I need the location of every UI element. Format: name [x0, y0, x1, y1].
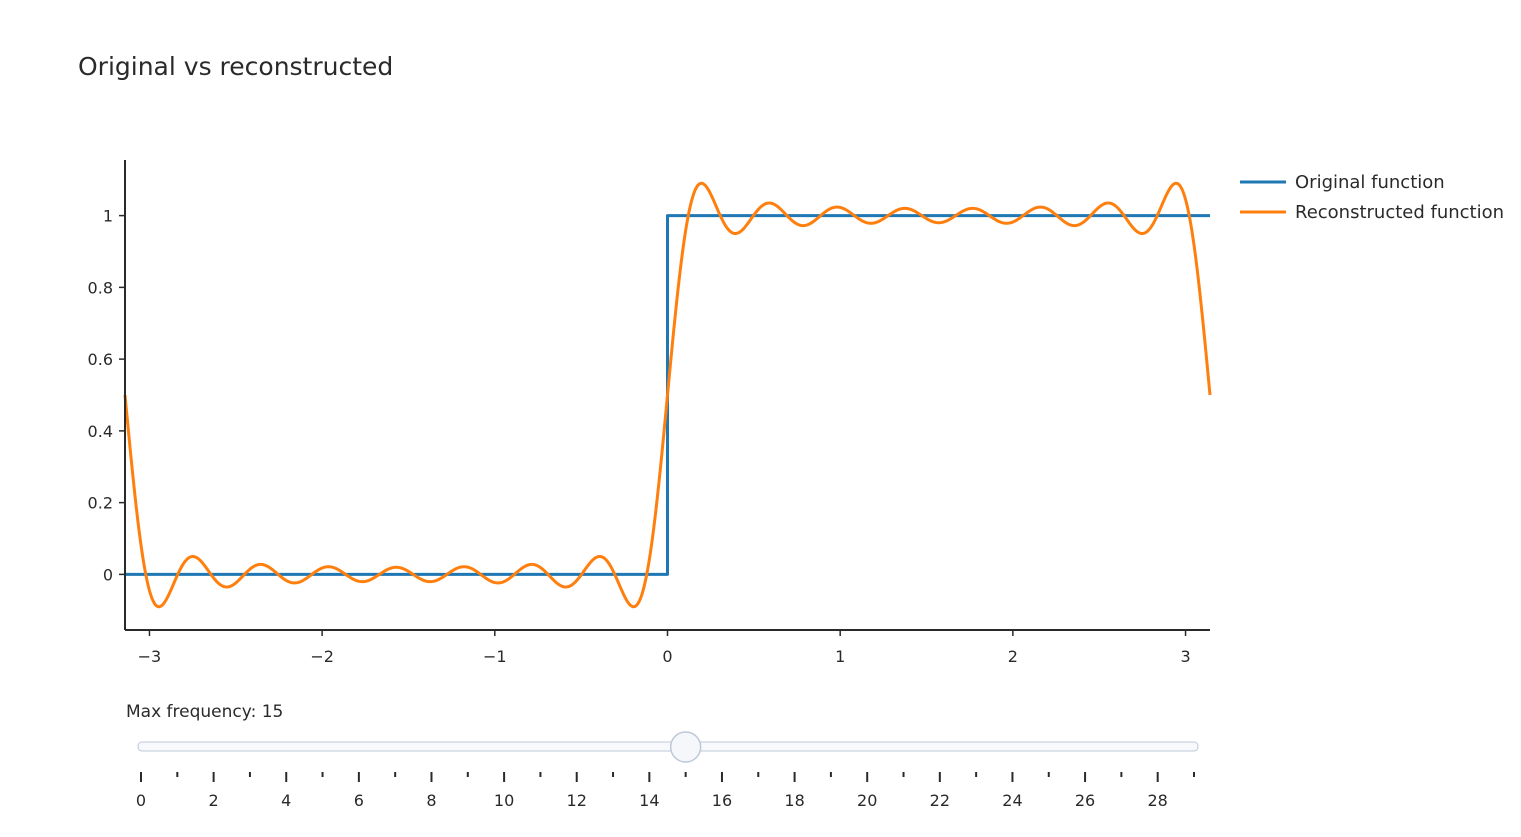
y-tick-label: 0.2 — [88, 494, 113, 513]
slider-tick-label: 28 — [1148, 791, 1168, 810]
slider-tick-label: 22 — [930, 791, 950, 810]
legend[interactable]: Original function Reconstructed function — [1240, 172, 1504, 223]
axes-layer: −3 −2 −1 0 1 2 3 0 0.2 0.4 0.6 0.8 1 — [88, 160, 1210, 666]
x-tick-label: −3 — [138, 647, 162, 666]
x-tick-label: 3 — [1180, 647, 1190, 666]
legend-item[interactable]: Original function — [1240, 172, 1445, 193]
slider-tick-label: 12 — [567, 791, 587, 810]
slider-tick-label: 18 — [784, 791, 804, 810]
slider-tick-label: 14 — [639, 791, 659, 810]
y-tick-label: 1 — [103, 207, 113, 226]
slider-tick-label: 10 — [494, 791, 514, 810]
y-tick-label: 0.4 — [88, 422, 113, 441]
legend-label: Original function — [1295, 172, 1445, 193]
slider-tick-label: 4 — [281, 791, 291, 810]
slider-tick-label: 6 — [354, 791, 364, 810]
series-line-reconstructed — [123, 181, 1212, 609]
x-tick-label: −1 — [483, 647, 507, 666]
legend-item[interactable]: Reconstructed function — [1240, 202, 1504, 223]
slider-tick-label: 8 — [426, 791, 436, 810]
y-tick-label: 0.6 — [88, 350, 113, 369]
slider-tick-label: 26 — [1075, 791, 1095, 810]
slider-tick-label: 24 — [1002, 791, 1022, 810]
y-tick-label: 0 — [103, 565, 113, 584]
legend-label: Reconstructed function — [1295, 202, 1504, 223]
max-frequency-slider[interactable]: Max frequency: 150 2 4 6 8 10 12 14 16 18 20 22 24 26… — [126, 702, 1199, 810]
slider-rail[interactable] — [137, 741, 1199, 752]
series-layer — [123, 181, 1212, 609]
x-tick-label: −2 — [310, 647, 334, 666]
slider-tick-label: 16 — [712, 791, 732, 810]
slider-tick-label: 2 — [209, 791, 219, 810]
slider-tick-label: 0 — [136, 791, 146, 810]
x-tick-label: 1 — [835, 647, 845, 666]
slider-tick-label: 20 — [857, 791, 877, 810]
x-tick-label: 0 — [662, 647, 672, 666]
slider-current-value-label: Max frequency: 15 — [126, 702, 283, 722]
slider-handle[interactable] — [669, 731, 702, 763]
y-tick-label: 0.8 — [88, 278, 113, 297]
chart-title: Original vs reconstructed — [78, 52, 394, 81]
x-tick-label: 2 — [1008, 647, 1018, 666]
